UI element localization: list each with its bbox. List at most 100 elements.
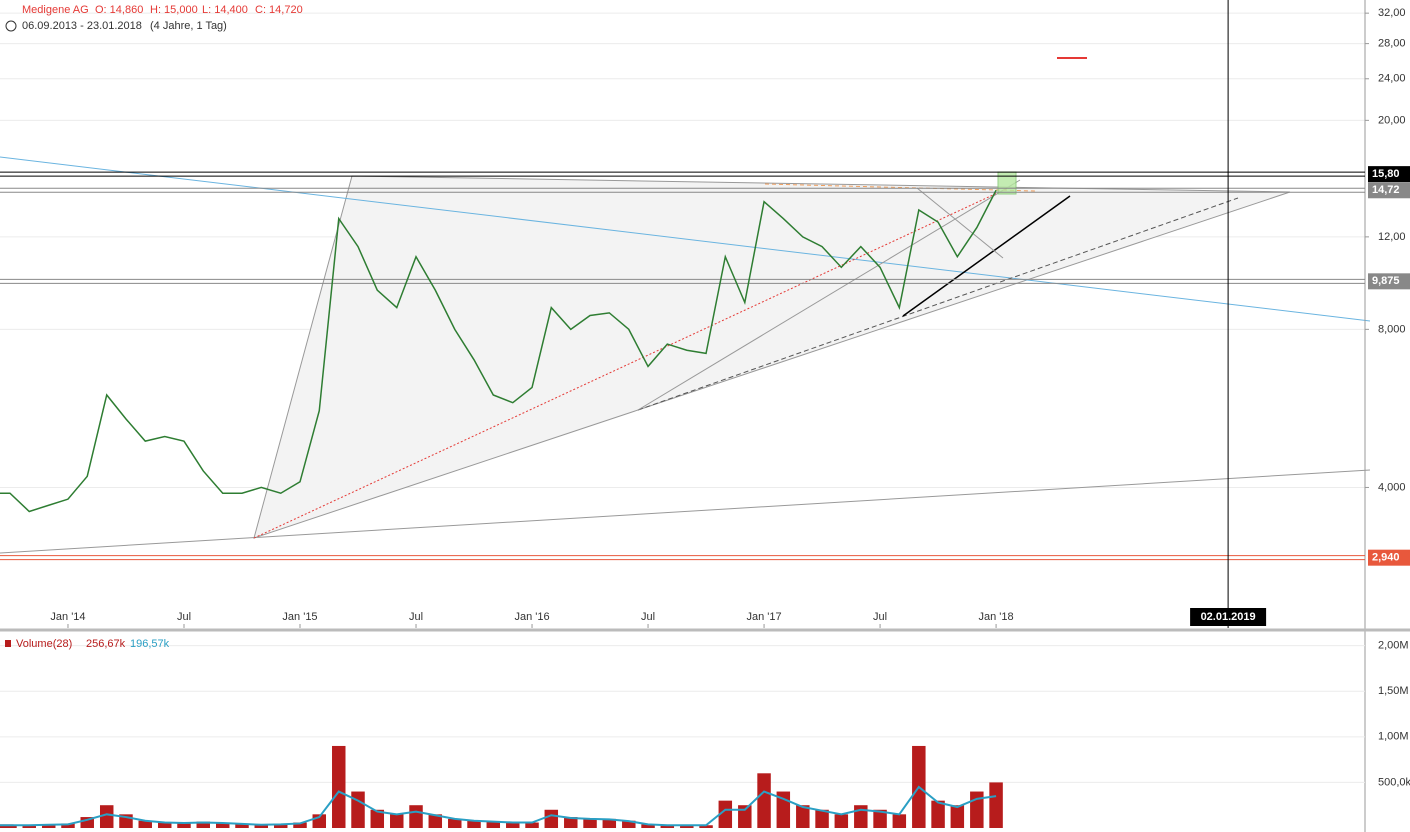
volume-bar [467, 820, 481, 828]
date-span: (4 Jahre, 1 Tag) [150, 20, 227, 32]
volume-bar [61, 823, 75, 828]
trend-line [637, 197, 1239, 411]
trend-line [916, 187, 1004, 259]
volume-bar [448, 818, 462, 828]
close: C: 14,720 [255, 4, 303, 16]
y-tick-label: 12,00 [1378, 231, 1406, 243]
level-label-box [1368, 273, 1410, 290]
volume-bar [892, 814, 907, 828]
y-tick-label: 1,50M [1378, 685, 1409, 697]
volume-bar [3, 825, 17, 828]
volume-bar [544, 809, 559, 828]
volume-bar [834, 814, 849, 828]
trend-line [253, 187, 1009, 539]
volume-bar [254, 825, 268, 828]
volume-bar [157, 822, 172, 828]
volume-bar [873, 809, 887, 828]
trend-line [637, 179, 1021, 411]
volume-bar [428, 814, 443, 828]
level-label: 14,72 [1372, 184, 1400, 196]
volume-bar [854, 805, 868, 828]
trend-line [764, 183, 1036, 192]
volume-bar [22, 825, 36, 828]
high: H: 15,000 [150, 4, 198, 16]
volume-bar [738, 805, 752, 828]
volume-bar [989, 782, 1003, 828]
y-tick-label: 32,00 [1378, 7, 1406, 19]
symbol-name: Medigene AG [22, 4, 89, 16]
x-tick-label: Jan '15 [282, 611, 317, 623]
y-tick-label: 28,00 [1378, 38, 1406, 50]
y-tick-label: 2,00M [1378, 640, 1409, 652]
date-range: 06.09.2013 - 23.01.2018 [22, 20, 142, 32]
volume-bar [235, 824, 249, 828]
volume-bar [970, 791, 984, 828]
trend-line [0, 156, 1371, 322]
x-tick-label: Jan '14 [50, 611, 85, 623]
volume-bar [931, 800, 945, 828]
legend-entry: 196,57k [130, 638, 170, 650]
level-label-box [1368, 166, 1410, 183]
y-tick-label: 8,000 [1378, 323, 1406, 335]
legend-swatch [5, 640, 11, 647]
volume-bar [370, 809, 385, 828]
x-tick-label: Jan '18 [979, 611, 1014, 623]
x-tick-label: Jan '16 [514, 611, 549, 623]
volume-bar [699, 825, 713, 828]
trend-line [902, 195, 1071, 317]
volume-bar [525, 822, 539, 828]
y-tick-label: 1,00M [1378, 731, 1409, 743]
volume-average [0, 785, 997, 827]
volume-bar [641, 824, 655, 828]
x-tick-label: Jul [641, 611, 655, 623]
volume-bar [196, 821, 210, 828]
volume-bar [138, 820, 152, 828]
volume-bar [950, 805, 965, 828]
y-tick-label: 24,00 [1378, 73, 1406, 85]
clock-icon [5, 20, 17, 32]
x-tick-label: Jul [177, 611, 191, 623]
volume-bar [583, 818, 597, 828]
volume-bar [351, 791, 365, 828]
trend-line [0, 469, 1371, 554]
level-label-box [1368, 182, 1410, 199]
drawings [0, 57, 1371, 554]
volume-bar [815, 809, 829, 828]
volume-bar [660, 825, 675, 828]
y-tick-label: 20,00 [1378, 114, 1406, 126]
volume-bar [99, 805, 114, 828]
marker-label-box [1190, 608, 1267, 626]
volume-bar [757, 773, 771, 828]
volume-bar [216, 822, 230, 828]
highlight-box [997, 171, 1017, 195]
volume-bar [564, 817, 578, 828]
open: O: 14,860 [95, 4, 143, 16]
marker-label: 02.01.2019 [1201, 611, 1256, 623]
volume-bar [486, 821, 501, 828]
y-tick-label: 500,0k [1378, 776, 1410, 788]
x-tick-label: Jul [409, 611, 423, 623]
volume-bar [80, 817, 94, 828]
level-label: 9,875 [1372, 275, 1400, 287]
volume-bar [622, 820, 636, 828]
level-label-box [1368, 549, 1410, 566]
volume-bar [796, 805, 810, 828]
x-tick-label: Jan '17 [746, 611, 781, 623]
volume-bar [177, 823, 191, 828]
volume-bar [409, 805, 423, 828]
volume-bar [718, 800, 733, 828]
volume-bar [293, 822, 307, 828]
volume-title: Volume(28) [16, 638, 72, 650]
level-label: 2,940 [1372, 552, 1400, 564]
volume-bar [680, 825, 694, 828]
x-tick-label: Jul [873, 611, 887, 623]
volume-bar [41, 824, 56, 828]
low: L: 14,400 [202, 4, 248, 16]
volume-bar [602, 818, 617, 828]
volume-bar [332, 745, 346, 828]
level-label: 15,80 [1372, 168, 1400, 180]
legend-entry: 256,67k [86, 638, 126, 650]
volume-bar [506, 822, 520, 828]
